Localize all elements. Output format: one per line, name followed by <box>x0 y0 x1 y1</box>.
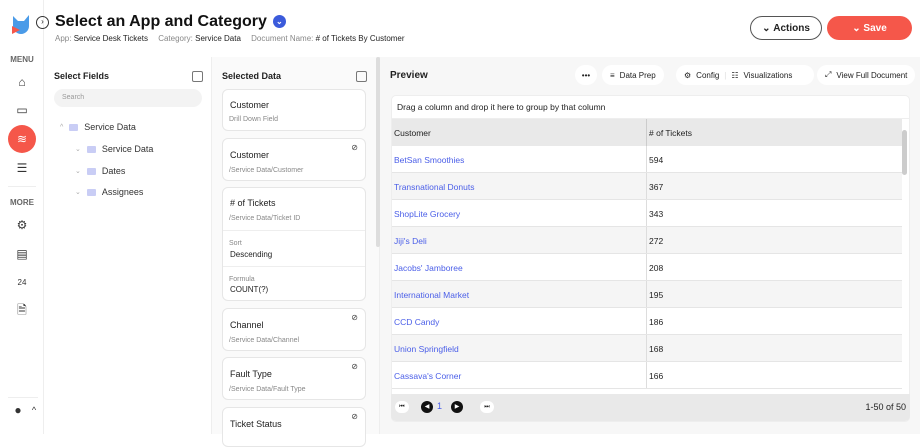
expand-icon[interactable]: › <box>36 16 49 29</box>
menu-icon: ≡ <box>610 70 615 80</box>
panel-title: Select Fields <box>54 71 110 81</box>
customer-link[interactable]: Transnational Donuts <box>392 173 647 199</box>
prev-page-button[interactable]: ◀ <box>421 401 433 413</box>
calendar-icon[interactable]: ▤ <box>16 247 28 261</box>
ticket-count: 186 <box>649 317 664 327</box>
save-button[interactable]: ⌄ Save <box>827 16 912 40</box>
config-button[interactable]: Config <box>696 70 720 80</box>
collapse-icon[interactable] <box>356 71 367 82</box>
ticket-count: 208 <box>649 263 664 273</box>
document-icon[interactable]: 🗎 <box>17 302 27 317</box>
view-full-document-button[interactable]: ⤢ View Full Document <box>817 65 916 85</box>
user-icon[interactable]: ● <box>14 403 22 417</box>
field-card[interactable]: Customer Drill Down Field <box>222 89 366 131</box>
pagination: ⏮ ◀ 1 ▶ ⏭ 1-50 of 50 <box>391 394 910 421</box>
vertical-scrollbar[interactable] <box>902 122 907 390</box>
page-range: 1-50 of 50 <box>865 402 906 412</box>
panel-title: Selected Data <box>222 71 282 81</box>
folder-icon[interactable]: ▭ <box>16 103 28 117</box>
collapse-icon[interactable] <box>192 71 203 82</box>
chevron-up-icon[interactable]: ^ <box>31 405 37 415</box>
table-row[interactable]: Transnational Donuts 367 <box>392 173 902 200</box>
visualizations-button[interactable]: Visualizations <box>743 70 793 80</box>
ticket-count: 168 <box>649 344 664 354</box>
customer-link[interactable]: Jacobs' Jamboree <box>392 254 647 280</box>
sidebar: MENU ⌂ ▭ ≋ ☰ MORE ⚙ ▤ 24 🗎 ● ^ <box>0 0 44 434</box>
field-card[interactable]: ⊘ Channel/Service Data/Channel <box>222 308 366 351</box>
search-input[interactable]: Search <box>54 89 202 107</box>
server-icon[interactable]: ☰ <box>16 161 28 175</box>
list-icon: ☷ <box>731 70 739 80</box>
ticket-count: 367 <box>649 182 664 192</box>
page-title[interactable]: Select an App and Category ⌄ <box>55 13 286 31</box>
field-card[interactable]: ⊘ Customer/Service Data/Customer <box>222 138 366 181</box>
more-label: MORE <box>10 198 34 207</box>
scrollbar[interactable] <box>376 57 380 247</box>
doc-meta: App: Service Desk Tickets Category: Serv… <box>55 34 405 43</box>
sort-value: Descending <box>230 250 273 259</box>
home-icon[interactable]: ⌂ <box>18 75 26 89</box>
first-page-button[interactable]: ⏮ <box>395 401 409 413</box>
config-visualizations-group: ⚙ Config | ☷ Visualizations <box>676 65 814 85</box>
layers-icon[interactable]: ≋ <box>8 125 36 153</box>
select-fields-panel: Select Fields Search ^ Service Data ⌄ Serv… <box>44 57 212 434</box>
field-card[interactable]: ⊘ Fault Type/Service Data/Fault Type <box>222 357 366 400</box>
table-row[interactable]: Jacobs' Jamboree 208 <box>392 254 902 281</box>
ticket-count: 195 <box>649 290 664 300</box>
customer-link[interactable]: ShopLite Grocery <box>392 200 647 226</box>
ticket-count: 594 <box>649 155 664 165</box>
table-row[interactable]: ShopLite Grocery 343 <box>392 200 902 227</box>
hidden-eye-icon[interactable]: ⊘ <box>351 313 358 322</box>
table-row[interactable]: Union Springfield 168 <box>392 335 902 362</box>
customer-link[interactable]: Union Springfield <box>392 335 647 361</box>
next-page-button[interactable]: ▶ <box>451 401 463 413</box>
column-header[interactable]: Customer <box>392 119 647 146</box>
customer-link[interactable]: CCD Candy <box>392 308 647 334</box>
customer-link[interactable]: International Market <box>392 281 647 307</box>
table-row[interactable]: Cassava's Corner 166 <box>392 362 902 389</box>
expand-arrows-icon: ⤢ <box>825 70 832 79</box>
tree-item[interactable]: ⌄ Dates <box>75 166 126 176</box>
customer-link[interactable]: BetSan Smoothies <box>392 146 647 172</box>
table-row[interactable]: BetSan Smoothies 594 <box>392 146 902 173</box>
hidden-eye-icon[interactable]: ⊘ <box>351 143 358 152</box>
data-prep-button[interactable]: ≡ Data Prep <box>602 65 664 85</box>
tree-item[interactable]: ^ Service Data <box>60 122 136 132</box>
group-drop-zone[interactable]: Drag a column and drop it here to group … <box>392 96 909 119</box>
gear-icon[interactable]: ⚙ <box>16 218 28 232</box>
preview-panel: Preview ••• ≡ Data Prep ⚙ Config | ☷ Visuali… <box>380 57 920 434</box>
more-button[interactable]: ••• <box>575 65 597 85</box>
header: › Select an App and Category ⌄ App: Servi… <box>36 0 920 57</box>
menu-label: MENU <box>10 55 34 64</box>
24-hour-icon[interactable]: 24 <box>17 277 27 287</box>
app-logo <box>12 15 29 34</box>
customer-link[interactable]: Cassava's Corner <box>392 362 647 388</box>
ticket-count: 166 <box>649 371 664 381</box>
hidden-eye-icon[interactable]: ⊘ <box>351 412 358 421</box>
ticket-count: 272 <box>649 236 664 246</box>
tree-item[interactable]: ⌄ Assignees <box>75 187 144 197</box>
tree-item[interactable]: ⌄ Service Data <box>75 144 154 154</box>
column-header[interactable]: # of Tickets <box>649 128 692 138</box>
current-page[interactable]: 1 <box>437 401 443 411</box>
actions-button[interactable]: ⌄ Actions <box>750 16 822 40</box>
chevron-down-icon[interactable]: ⌄ <box>272 15 286 28</box>
table-row[interactable]: International Market 195 <box>392 281 902 308</box>
last-page-button[interactable]: ⏭ <box>480 401 494 413</box>
panel-title: Preview <box>390 70 428 81</box>
selected-data-panel: Selected Data Customer Drill Down Field ⊘… <box>212 57 380 447</box>
field-card[interactable]: # of Tickets/Service Data/Ticket ID Sort… <box>222 187 366 301</box>
formula-value: COUNT(?) <box>230 285 269 294</box>
table-row[interactable]: Jiji's Deli 272 <box>392 227 902 254</box>
data-grid: Drag a column and drop it here to group … <box>391 95 910 422</box>
hidden-eye-icon[interactable]: ⊘ <box>351 362 358 371</box>
gear-icon[interactable]: ⚙ <box>684 70 692 80</box>
field-card[interactable]: ⊘ Ticket Status <box>222 407 366 447</box>
table-header: Customer # of Tickets <box>392 119 902 146</box>
customer-link[interactable]: Jiji's Deli <box>392 227 647 253</box>
table-row[interactable]: CCD Candy 186 <box>392 308 902 335</box>
ticket-count: 343 <box>649 209 664 219</box>
